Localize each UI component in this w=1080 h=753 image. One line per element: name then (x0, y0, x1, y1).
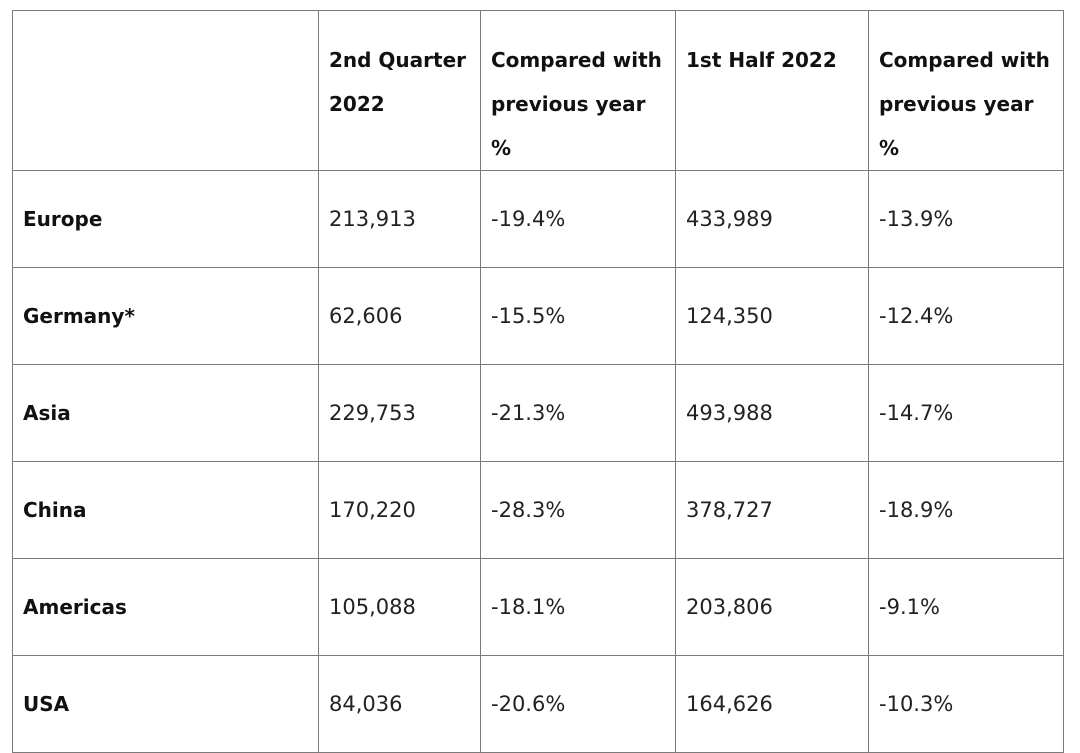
h1-value: 124,350 (675, 267, 869, 365)
table-row: Germany* 62,606 -15.5% 124,350 -12.4% (12, 267, 1064, 365)
h1-value: 203,806 (675, 558, 869, 656)
table-row: Asia 229,753 -21.3% 493,988 -14.7% (12, 364, 1064, 462)
q2-change: -18.1% (480, 558, 676, 656)
q2-change: -15.5% (480, 267, 676, 365)
region-label: USA (12, 655, 319, 753)
header-h1-2022: 1st Half 2022 (675, 10, 869, 171)
header-q2-change: Compared with previous year % (480, 10, 676, 171)
table-row: Americas 105,088 -18.1% 203,806 -9.1% (12, 558, 1064, 656)
q2-value: 84,036 (318, 655, 481, 753)
q2-change: -28.3% (480, 461, 676, 559)
table-row: China 170,220 -28.3% 378,727 -18.9% (12, 461, 1064, 559)
region-label: Europe (12, 170, 319, 268)
table-row: Europe 213,913 -19.4% 433,989 -13.9% (12, 170, 1064, 268)
q2-change: -20.6% (480, 655, 676, 753)
h1-value: 378,727 (675, 461, 869, 559)
h1-change: -13.9% (868, 170, 1064, 268)
h1-value: 493,988 (675, 364, 869, 462)
h1-change: -14.7% (868, 364, 1064, 462)
q2-change: -19.4% (480, 170, 676, 268)
h1-change: -12.4% (868, 267, 1064, 365)
q2-value: 62,606 (318, 267, 481, 365)
region-label: Americas (12, 558, 319, 656)
header-q2-2022: 2nd Quarter 2022 (318, 10, 481, 171)
sales-table: 2nd Quarter 2022 Compared with previous … (12, 10, 1064, 753)
h1-change: -9.1% (868, 558, 1064, 656)
region-label: Germany* (12, 267, 319, 365)
region-label: Asia (12, 364, 319, 462)
h1-change: -18.9% (868, 461, 1064, 559)
q2-change: -21.3% (480, 364, 676, 462)
q2-value: 170,220 (318, 461, 481, 559)
header-row: 2nd Quarter 2022 Compared with previous … (12, 10, 1064, 171)
q2-value: 105,088 (318, 558, 481, 656)
header-h1-change: Compared with previous year % (868, 10, 1064, 171)
header-corner-cell (12, 10, 319, 171)
h1-value: 433,989 (675, 170, 869, 268)
region-label: China (12, 461, 319, 559)
q2-value: 213,913 (318, 170, 481, 268)
q2-value: 229,753 (318, 364, 481, 462)
